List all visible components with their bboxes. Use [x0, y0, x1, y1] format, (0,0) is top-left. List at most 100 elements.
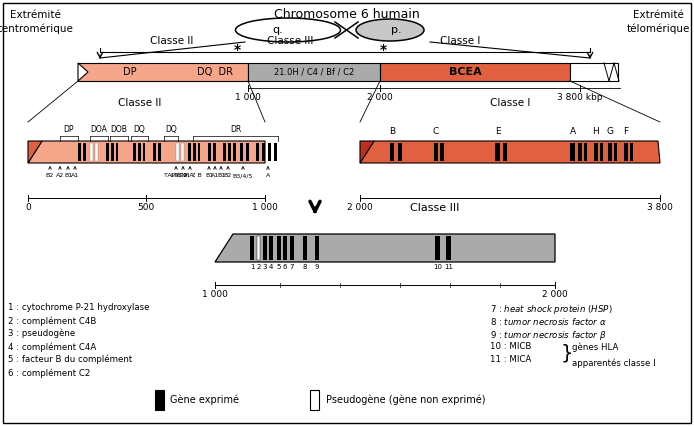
Bar [624, 143, 628, 161]
Text: C: C [433, 127, 439, 136]
Text: BCEA: BCEA [448, 67, 482, 77]
Bar [446, 236, 451, 260]
Bar [181, 143, 184, 161]
Bar [578, 143, 582, 161]
Bar [262, 143, 265, 161]
Text: B1: B1 [217, 173, 225, 178]
Text: B1: B1 [64, 173, 72, 178]
Text: 10 : MICB: 10 : MICB [490, 342, 532, 351]
Text: 2 000: 2 000 [367, 93, 393, 102]
Polygon shape [360, 141, 660, 163]
Bar [106, 143, 109, 161]
Bar [90, 143, 93, 161]
Text: 1 : cytochrome P-21 hydroxylase: 1 : cytochrome P-21 hydroxylase [8, 303, 149, 312]
Text: Classe II: Classe II [118, 98, 162, 108]
Bar [208, 143, 211, 161]
Bar [95, 143, 98, 161]
Text: Extrémité
télomérique: Extrémité télomérique [626, 10, 690, 34]
Text: 4 : complément C4A: 4 : complément C4A [8, 342, 96, 351]
Bar [380, 63, 570, 81]
Polygon shape [78, 63, 88, 81]
Bar [274, 143, 277, 161]
Text: $\}$: $\}$ [560, 342, 572, 364]
Bar [256, 143, 259, 161]
Text: gènes HLA: gènes HLA [572, 342, 618, 351]
Text: 1 000: 1 000 [235, 93, 261, 102]
Polygon shape [215, 234, 555, 262]
Bar [143, 143, 145, 161]
Bar [303, 236, 307, 260]
Text: DP: DP [124, 67, 137, 77]
Bar [153, 143, 156, 161]
Text: apparentés classe I: apparentés classe I [572, 358, 656, 368]
Bar [398, 143, 402, 161]
Text: Pseudogène (gène non exprimé): Pseudogène (gène non exprimé) [326, 395, 486, 405]
Text: DOA: DOA [90, 125, 108, 134]
Text: DQ: DQ [134, 125, 145, 134]
Text: 3 800 kbp: 3 800 kbp [557, 93, 603, 102]
Text: 7 : $\it{heat\ shock\ protein\ (HSP)}$: 7 : $\it{heat\ shock\ protein\ (HSP)}$ [490, 303, 613, 316]
Bar [570, 143, 575, 161]
Text: p.: p. [391, 25, 401, 35]
Text: Classe II: Classe II [151, 36, 194, 46]
Bar [240, 143, 243, 161]
Text: q.: q. [273, 25, 283, 35]
Text: DQ  DR: DQ DR [197, 67, 233, 77]
Text: A1: A1 [71, 173, 79, 178]
Text: B: B [389, 127, 395, 136]
Text: 1 000: 1 000 [202, 290, 228, 299]
Text: *: * [233, 43, 241, 57]
Bar [290, 236, 294, 260]
Text: Extrémité
centromérique: Extrémité centromérique [0, 10, 74, 34]
Text: DR: DR [230, 125, 241, 134]
Bar [277, 236, 281, 260]
Bar [630, 143, 633, 161]
Text: 5 : facteur B du complément: 5 : facteur B du complément [8, 355, 133, 365]
Bar [138, 143, 141, 161]
Text: Chromosome 6 humain: Chromosome 6 humain [274, 8, 420, 21]
Text: DP: DP [64, 125, 74, 134]
Bar [594, 143, 598, 161]
Bar [228, 143, 231, 161]
Text: A: A [570, 127, 576, 136]
Bar [95, 143, 98, 161]
Text: B2: B2 [46, 173, 54, 178]
Ellipse shape [235, 18, 341, 42]
Text: TAP1, 2: TAP1, 2 [164, 173, 187, 178]
Bar [283, 236, 287, 260]
Text: 2 000: 2 000 [542, 290, 568, 299]
Text: *: * [380, 43, 387, 57]
Text: H: H [593, 127, 600, 136]
Bar [608, 143, 612, 161]
Text: 3: 3 [263, 264, 267, 270]
Text: Classe I: Classe I [490, 98, 530, 108]
Text: 11: 11 [444, 264, 453, 270]
Text: B2: B2 [224, 173, 232, 178]
Text: B3/4/5: B3/4/5 [232, 173, 253, 178]
Text: G: G [607, 127, 613, 136]
Bar [257, 236, 260, 260]
Text: 21.0H / C4 / Bf / C2: 21.0H / C4 / Bf / C2 [274, 67, 354, 77]
Polygon shape [28, 141, 42, 163]
Text: 1: 1 [250, 264, 254, 270]
Text: 5: 5 [277, 264, 281, 270]
Bar [250, 236, 254, 260]
Text: DMA, B: DMA, B [178, 173, 201, 178]
Bar [181, 143, 184, 161]
Bar [440, 143, 444, 161]
Ellipse shape [356, 19, 424, 41]
Bar [198, 143, 200, 161]
Bar [269, 236, 273, 260]
Text: 2 : complément C4B: 2 : complément C4B [8, 316, 96, 325]
Text: 9: 9 [315, 264, 319, 270]
Bar [78, 143, 81, 161]
Text: 3 : pseudogène: 3 : pseudogène [8, 329, 75, 339]
Text: 4: 4 [269, 264, 273, 270]
Bar [600, 143, 603, 161]
Bar [213, 143, 216, 161]
Text: A2: A2 [56, 173, 64, 178]
Text: 0: 0 [25, 203, 31, 212]
Bar [584, 143, 587, 161]
Text: Gène exprimé: Gène exprimé [170, 395, 239, 405]
Text: 500: 500 [137, 203, 155, 212]
